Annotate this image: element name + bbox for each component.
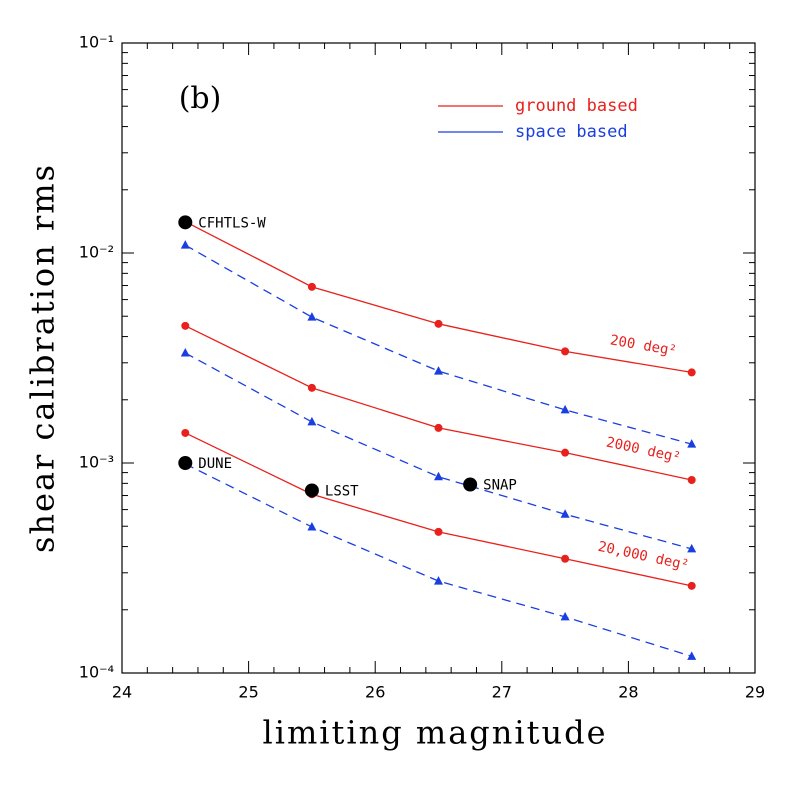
series-line: [184, 244, 692, 445]
marker: [181, 321, 190, 330]
marker: [180, 240, 190, 249]
marker: [434, 527, 443, 536]
marker: [434, 576, 443, 585]
series-line: [184, 352, 692, 550]
marker: [560, 611, 570, 621]
marker: [434, 471, 443, 481]
x-tick-label: 27: [492, 683, 512, 702]
y-tick-label: 10⁻¹: [79, 33, 114, 52]
plot-frame: [121, 42, 756, 674]
experiment-point: [463, 477, 478, 492]
marker: [560, 404, 570, 414]
x-tick-label: 26: [365, 683, 385, 702]
marker: [687, 543, 697, 553]
marker: [687, 581, 696, 590]
marker: [687, 368, 696, 377]
legend-label: ground based: [515, 96, 638, 116]
panel-label: (b): [179, 81, 222, 116]
y-tick-label: 10⁻⁴: [79, 663, 114, 682]
series-line: [185, 463, 692, 657]
experiment-label: LSST: [325, 483, 359, 499]
y-axis-label: shear calibration rms: [24, 163, 62, 553]
experiment-label: SNAP: [483, 477, 517, 493]
area-label: 200 deg²: [609, 332, 678, 359]
marker: [434, 319, 443, 328]
marker: [181, 428, 190, 437]
y-tick-label: 10⁻³: [79, 453, 114, 472]
marker: [307, 521, 317, 531]
marker: [307, 416, 317, 426]
marker: [687, 475, 696, 484]
marker: [561, 554, 570, 563]
experiment-point: [304, 483, 319, 498]
series-line: [185, 221, 692, 374]
experiment-point: [178, 456, 193, 470]
marker: [560, 509, 570, 518]
experiment-label: DUNE: [198, 456, 232, 472]
area-label: 2000 deg²: [605, 435, 683, 467]
marker: [561, 347, 570, 356]
marker: [307, 383, 316, 392]
marker: [434, 423, 443, 432]
x-tick-label: 25: [238, 683, 258, 702]
x-tick-label: 29: [745, 683, 765, 702]
marker: [307, 312, 317, 321]
marker: [687, 439, 697, 448]
x-axis-label: limiting magnitude: [262, 714, 607, 752]
experiment-point: [178, 215, 193, 230]
marker: [687, 651, 697, 660]
legend-label: space based: [515, 122, 628, 142]
x-tick-label: 24: [112, 683, 132, 702]
x-tick-label: 28: [618, 683, 638, 702]
experiment-label: CFHTLS-W: [198, 215, 266, 231]
series-line: [185, 432, 692, 587]
marker: [307, 282, 316, 291]
marker: [434, 366, 443, 375]
marker: [561, 448, 570, 457]
marker: [180, 348, 190, 357]
y-tick-label: 10⁻²: [79, 243, 114, 262]
